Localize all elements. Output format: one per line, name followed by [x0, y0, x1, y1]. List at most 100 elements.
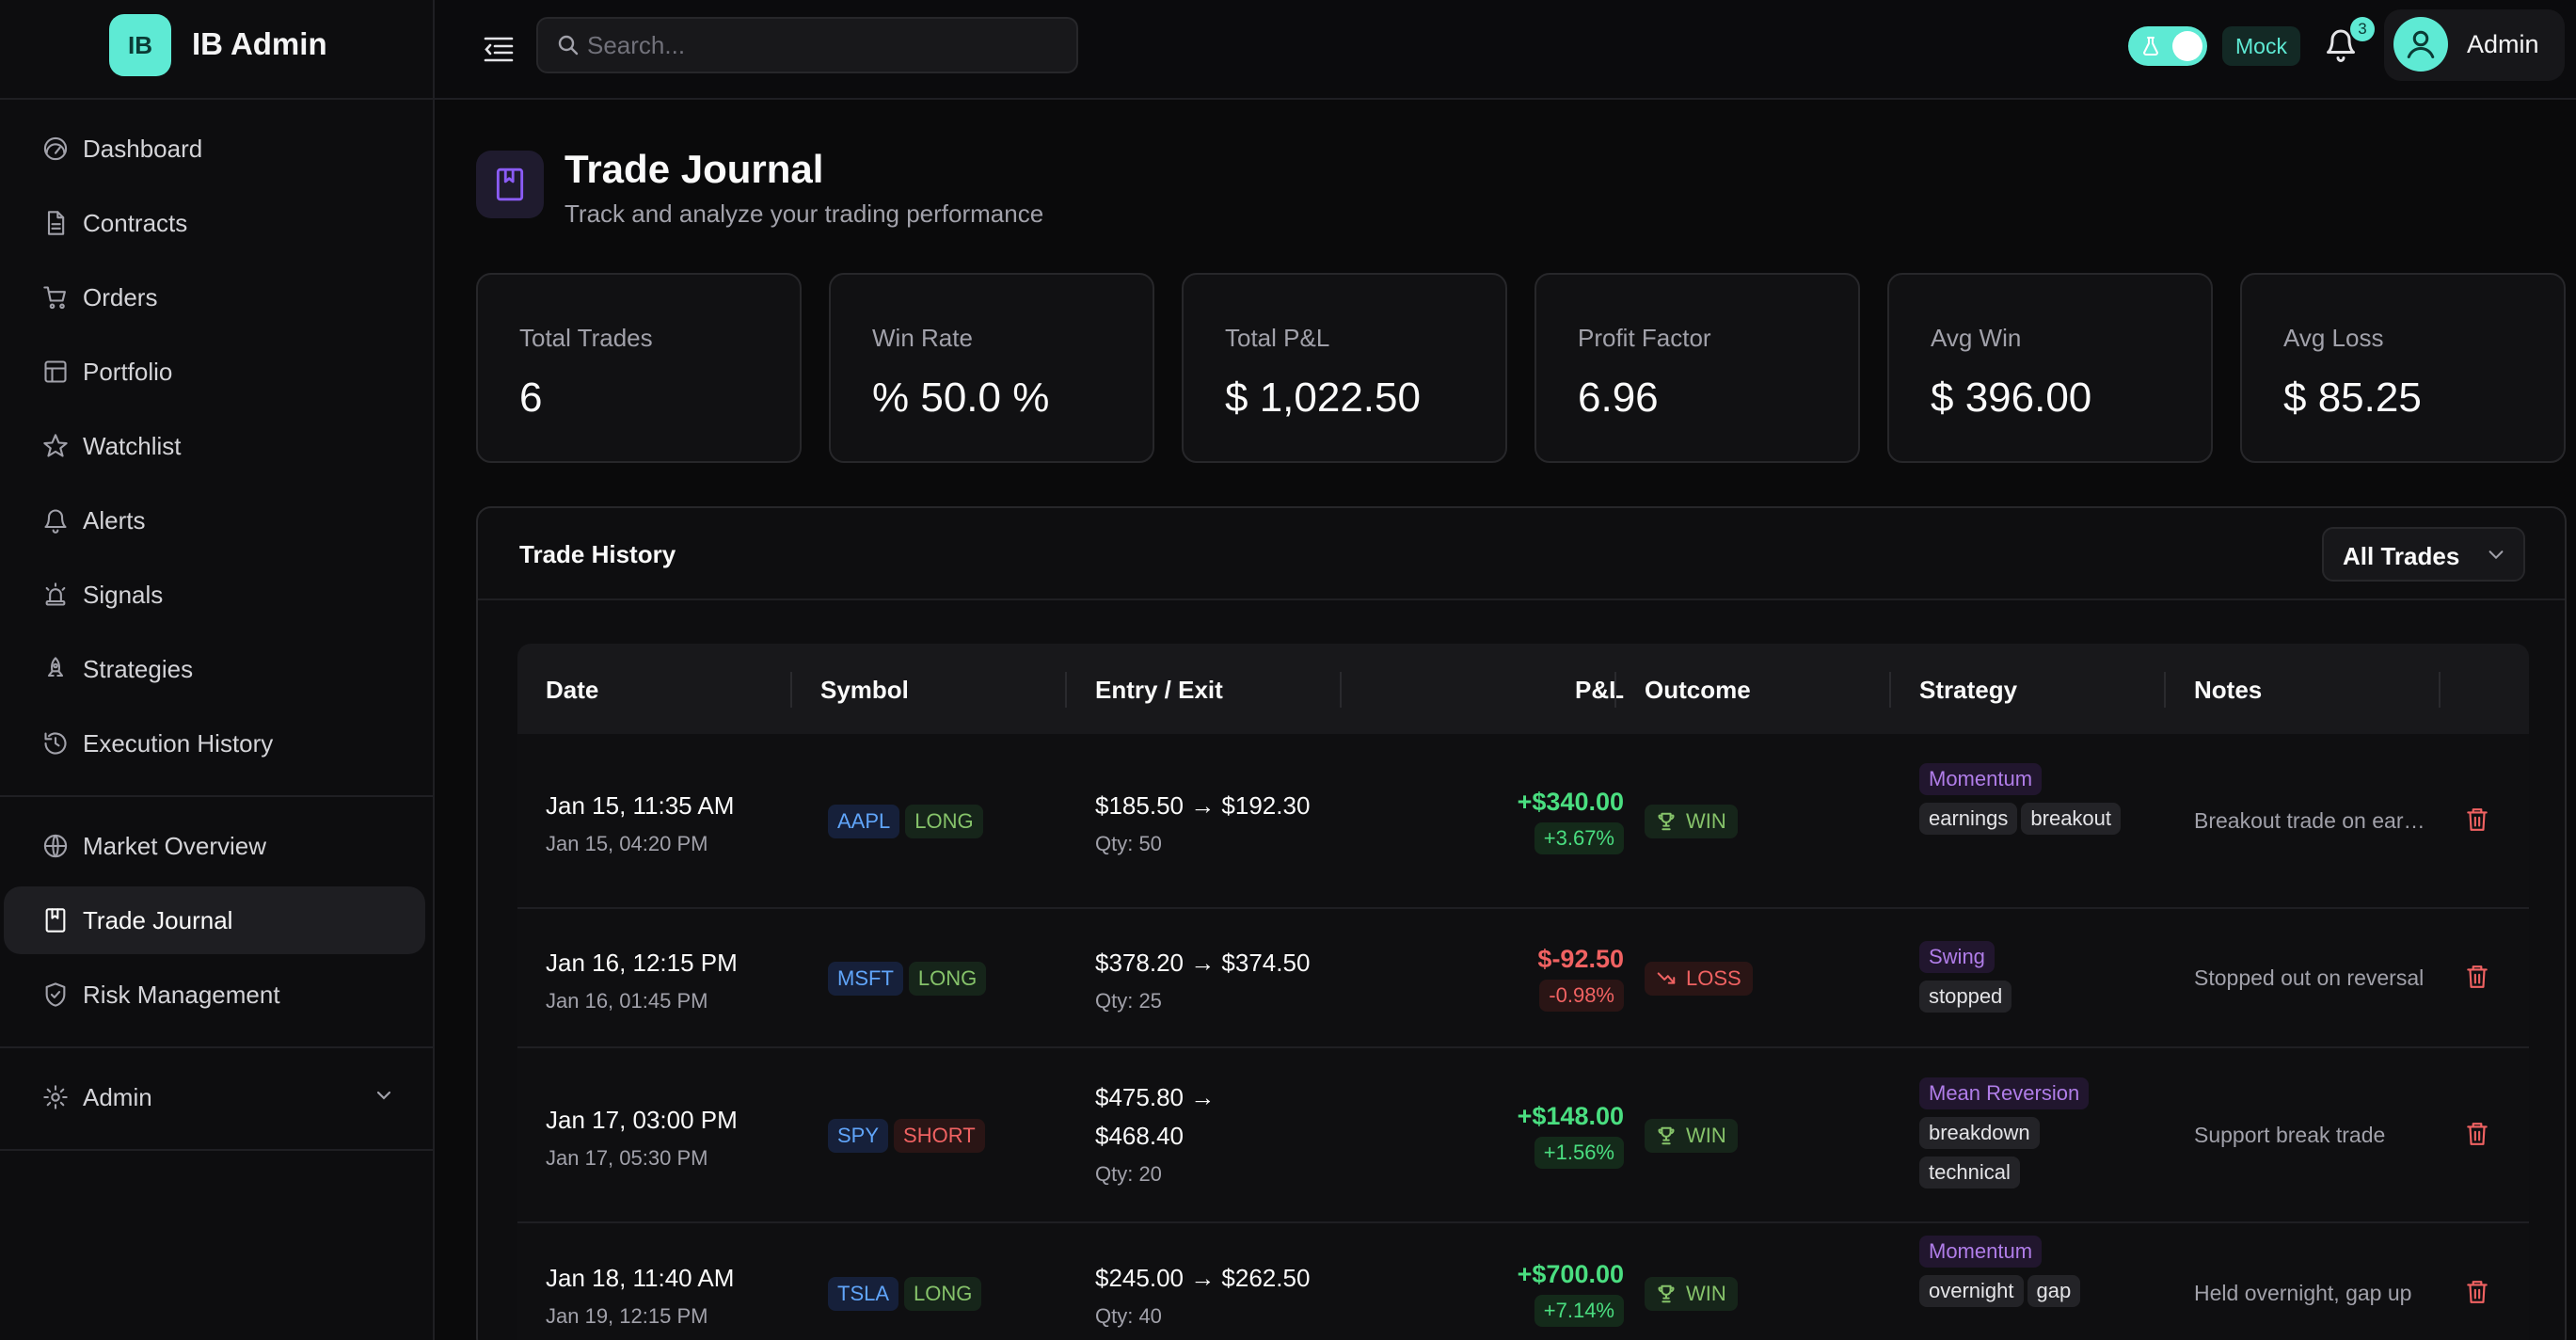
column-header-date[interactable]: Date [546, 676, 599, 704]
symbol-badge[interactable]: TSLA [828, 1277, 899, 1311]
stat-value: 6.96 [1578, 375, 1659, 421]
file-icon [47, 211, 65, 235]
table-row[interactable]: Jan 18, 11:40 AM Jan 19, 12:15 PM TSLA LONG… [517, 1223, 2529, 1340]
sidebar-item-risk-management[interactable]: Risk Management [4, 961, 425, 1029]
outcome-cell: WIN [1645, 1119, 1738, 1153]
journal-icon [45, 908, 66, 933]
sidebar-item-strategies[interactable]: Strategies [4, 635, 425, 703]
delete-trade-button[interactable] [2465, 806, 2493, 835]
brand[interactable]: IB IB Admin [0, 0, 433, 100]
strategy-cell: Swing stopped [1919, 941, 2183, 1013]
sidebar-item-label: Market Overview [83, 831, 267, 860]
column-header-notes[interactable]: Notes [2194, 676, 2263, 704]
entry-exit-cell: $378.20 → $374.50 Qty: 25 [1095, 949, 1310, 1013]
delete-trade-button[interactable] [2465, 1121, 2493, 1149]
search-input[interactable] [587, 26, 1057, 64]
sidebar-item-contracts[interactable]: Contracts [4, 189, 425, 257]
rocket-icon [47, 657, 64, 678]
exit-date: Jan 17, 05:30 PM [546, 1146, 708, 1170]
menu-toggle-button[interactable] [476, 26, 521, 72]
column-header-p-l[interactable]: P&L [1575, 676, 1624, 704]
bell-icon [2327, 29, 2355, 62]
table-row[interactable]: Jan 16, 12:15 PM Jan 16, 01:45 PM MSFT LONG… [517, 909, 2529, 1048]
symbol-cell: AAPL LONG [828, 805, 983, 838]
table-row[interactable]: Jan 15, 11:35 AM Jan 15, 04:20 PM AAPL LONG… [517, 734, 2529, 909]
symbol-cell: SPY SHORT [828, 1119, 985, 1153]
column-header-entry-exit[interactable]: Entry / Exit [1095, 676, 1223, 704]
outcome-cell: WIN [1645, 1277, 1738, 1311]
column-divider [2439, 672, 2441, 708]
side-badge: LONG [908, 962, 987, 996]
entry-date: Jan 18, 11:40 AM [546, 1264, 735, 1292]
tag-chip: breakdown [1919, 1117, 2040, 1149]
sidebar-item-watchlist[interactable]: Watchlist [4, 412, 425, 480]
entry-exit-prices: $378.20 → $374.50 [1095, 949, 1311, 977]
pnl-cell: +$700.00 +7.14% [1370, 1260, 1624, 1327]
entry-date: Jan 17, 03:00 PM [546, 1106, 738, 1134]
chevron-down-icon [373, 1084, 395, 1111]
nav-icon [41, 135, 70, 163]
notifications-button[interactable]: 3 [2324, 17, 2375, 72]
user-menu-button[interactable]: Admin [2384, 9, 2565, 81]
table-row[interactable]: Jan 17, 03:00 PM Jan 17, 05:30 PM SPY SHORT… [517, 1048, 2529, 1223]
trade-filter-select[interactable]: All Trades [2322, 527, 2525, 582]
stat-card-total-trades: Total Trades 6 [476, 273, 802, 463]
sidebar-item-execution-history[interactable]: Execution History [4, 710, 425, 777]
column-header-outcome[interactable]: Outcome [1645, 676, 1751, 704]
star-icon [43, 434, 68, 457]
trending-down-icon [1657, 972, 1676, 984]
entry-date: Jan 16, 12:15 PM [546, 949, 738, 977]
sidebar-item-label: Execution History [83, 728, 274, 758]
stat-label: Total Trades [519, 324, 653, 352]
delete-trade-button[interactable] [2465, 964, 2493, 992]
date-cell: Jan 18, 11:40 AM Jan 19, 12:15 PM [546, 1264, 734, 1329]
chevron-down-icon [2489, 550, 2504, 560]
nav-group: Market Overview Trade Journal Risk Managem… [0, 797, 433, 1048]
sidebar-item-market-overview[interactable]: Market Overview [4, 812, 425, 880]
sidebar-item-signals[interactable]: Signals [4, 561, 425, 629]
nav-icon [41, 1083, 70, 1111]
journal-icon [496, 168, 524, 201]
quantity: Qty: 40 [1095, 1304, 1162, 1328]
column-header-symbol[interactable]: Symbol [820, 676, 909, 704]
stat-card-total-p-l: Total P&L $ 1,022.50 [1182, 273, 1507, 463]
stat-label: Avg Loss [2283, 324, 2384, 352]
pnl-percent: -0.98% [1539, 980, 1624, 1012]
page-icon [476, 151, 544, 218]
symbol-badge[interactable]: SPY [828, 1119, 889, 1153]
page-title: Trade Journal [564, 147, 824, 191]
sidebar-item-orders[interactable]: Orders [4, 263, 425, 331]
nav-icon [41, 981, 70, 1009]
pnl-amount: $-92.50 [1537, 945, 1624, 973]
sidebar-item-dashboard[interactable]: Dashboard [4, 115, 425, 183]
outcome-label: WIN [1686, 1282, 1726, 1305]
sidebar-item-label: Trade Journal [83, 905, 233, 934]
sidebar-item-trade-journal[interactable]: Trade Journal [4, 886, 425, 954]
mock-toggle[interactable] [2128, 26, 2207, 66]
toggle-knob [2172, 31, 2202, 61]
entry-exit-prices: $475.80 → [1095, 1083, 1216, 1111]
page-subtitle: Track and analyze your trading performan… [564, 199, 1044, 228]
symbol-badge[interactable]: MSFT [828, 962, 903, 996]
column-divider [2164, 672, 2166, 708]
pnl-cell: $-92.50 -0.98% [1370, 945, 1624, 1012]
symbol-badge[interactable]: AAPL [828, 805, 900, 838]
column-divider [790, 672, 792, 708]
column-header-strategy[interactable]: Strategy [1919, 676, 2018, 704]
trash-icon [2467, 808, 2488, 831]
exit-date: Jan 19, 12:15 PM [546, 1304, 708, 1328]
strategy-badge: Swing [1919, 941, 1995, 973]
stat-label: Win Rate [872, 324, 973, 352]
sidebar-item-admin[interactable]: Admin [4, 1063, 425, 1131]
entry-date: Jan 15, 11:35 AM [546, 791, 735, 820]
delete-trade-button[interactable] [2465, 1279, 2493, 1307]
main-content: Trade Journal Track and analyze your tra… [435, 100, 2576, 1340]
trophy-icon [1658, 812, 1675, 831]
bell-icon [44, 509, 67, 534]
side-badge: SHORT [894, 1119, 985, 1153]
sidebar-item-alerts[interactable]: Alerts [4, 487, 425, 554]
side-badge: LONG [905, 805, 983, 838]
sidebar-item-label: Portfolio [83, 357, 173, 386]
sidebar-item-portfolio[interactable]: Portfolio [4, 338, 425, 406]
notes-cell: Stopped out on reversal [2194, 965, 2425, 990]
